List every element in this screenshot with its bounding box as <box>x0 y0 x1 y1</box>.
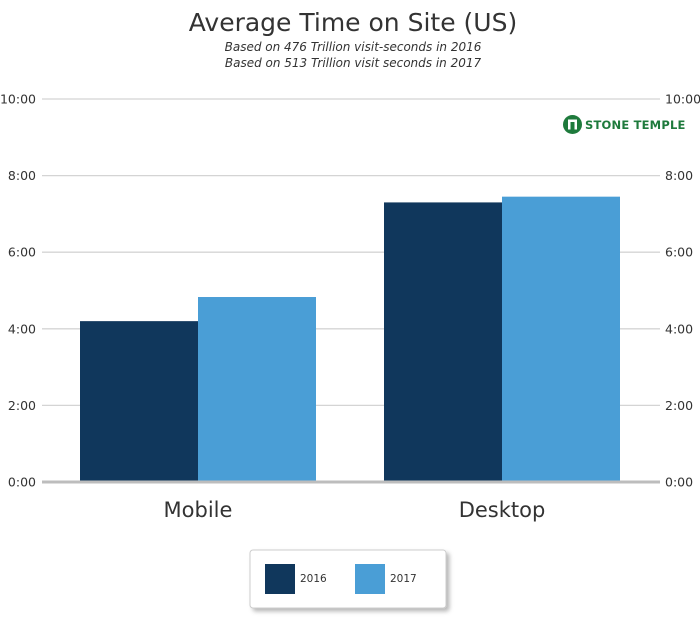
bar-desktop-2016 <box>384 202 502 482</box>
brand-name: STONE TEMPLE <box>585 118 686 132</box>
legend-swatch-2017 <box>355 564 385 594</box>
chart-subtitle-line-1: Based on 476 Trillion visit-seconds in 2… <box>225 40 482 54</box>
x-axis-categories: Mobile Desktop <box>164 498 546 522</box>
bar-desktop-2017 <box>502 196 620 483</box>
y-tick-label-left: 10:00 <box>0 92 36 107</box>
legend: 2016 2017 <box>249 549 447 609</box>
y-tick-label-right: 10:00 <box>665 92 700 107</box>
y-tick-label-left: 4:00 <box>8 321 36 336</box>
y-tick-label-right: 6:00 <box>665 245 693 260</box>
y-axis-right: 0:00 2:00 4:00 6:00 8:00 10:00 <box>665 92 700 490</box>
y-tick-label-left: 2:00 <box>8 398 36 413</box>
brand-logo: STONE TEMPLE <box>563 115 686 134</box>
legend-swatch-2016 <box>265 564 295 594</box>
category-label-mobile: Mobile <box>164 498 233 522</box>
y-tick-label-right: 4:00 <box>665 321 693 336</box>
y-tick-label-left: 8:00 <box>8 168 36 183</box>
chart-subtitle-line-2: Based on 513 Trillion visit seconds in 2… <box>225 56 482 70</box>
y-tick-label-right: 8:00 <box>665 168 693 183</box>
chart-title: Average Time on Site (US) <box>189 8 517 37</box>
y-tick-label-right: 0:00 <box>665 475 693 490</box>
y-tick-label-left: 6:00 <box>8 245 36 260</box>
bar-mobile-2017 <box>198 297 316 482</box>
bars <box>80 196 620 483</box>
legend-label-2016: 2016 <box>300 573 327 585</box>
y-axis-left: 0:00 2:00 4:00 6:00 8:00 10:00 <box>0 92 36 490</box>
category-label-desktop: Desktop <box>459 498 546 522</box>
legend-label-2017: 2017 <box>390 573 417 585</box>
legend-box <box>249 549 447 609</box>
stone-temple-logo-icon <box>563 115 582 134</box>
bar-mobile-2016 <box>80 321 198 482</box>
y-tick-label-right: 2:00 <box>665 398 693 413</box>
y-tick-label-left: 0:00 <box>8 475 36 490</box>
